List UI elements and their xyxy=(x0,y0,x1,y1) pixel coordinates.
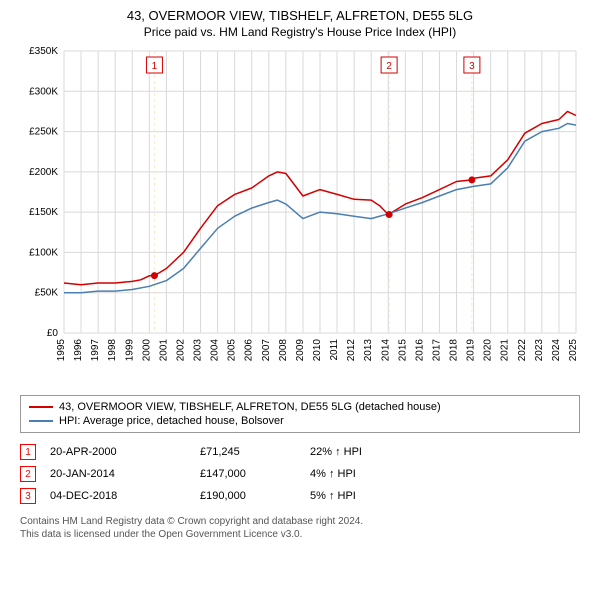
line-chart-svg: £0 £50K £100K £150K £200K £250K £300K £350K 1995… xyxy=(20,45,580,385)
svg-text:£100K: £100K xyxy=(29,247,58,258)
sale-badge: 3 xyxy=(20,488,36,504)
sales-table: 1 20-APR-2000£71,24522% ↑ HPI 2 20-JAN-2014… xyxy=(20,441,580,507)
svg-text:2025: 2025 xyxy=(568,339,579,362)
svg-text:£350K: £350K xyxy=(29,46,58,57)
svg-text:2004: 2004 xyxy=(210,339,221,362)
title-block: 43, OVERMOOR VIEW, TIBSHELF, ALFRETON, D… xyxy=(10,8,590,39)
chart-container: 43, OVERMOOR VIEW, TIBSHELF, ALFRETON, D… xyxy=(0,0,600,549)
svg-text:2011: 2011 xyxy=(329,339,340,361)
footer-line-2: This data is licensed under the Open Gov… xyxy=(20,528,580,541)
sale-badge: 1 xyxy=(20,444,36,460)
legend-item: 43, OVERMOOR VIEW, TIBSHELF, ALFRETON, D… xyxy=(29,400,571,414)
legend-label: 43, OVERMOOR VIEW, TIBSHELF, ALFRETON, D… xyxy=(59,401,441,413)
chart-title: 43, OVERMOOR VIEW, TIBSHELF, ALFRETON, D… xyxy=(10,8,590,23)
svg-text:2019: 2019 xyxy=(466,339,477,362)
svg-text:2003: 2003 xyxy=(193,339,204,362)
svg-text:2002: 2002 xyxy=(175,339,186,362)
svg-text:£0: £0 xyxy=(47,328,59,339)
svg-text:1: 1 xyxy=(152,61,158,72)
svg-text:2022: 2022 xyxy=(517,339,528,362)
svg-text:2015: 2015 xyxy=(397,339,408,362)
sale-pct: 5% ↑ HPI xyxy=(310,490,410,502)
sale-price: £190,000 xyxy=(200,490,310,502)
sale-row: 2 20-JAN-2014£147,0004% ↑ HPI xyxy=(20,463,580,485)
svg-text:1999: 1999 xyxy=(124,339,135,362)
legend-swatch xyxy=(29,406,53,408)
svg-text:2001: 2001 xyxy=(158,339,169,362)
svg-text:2020: 2020 xyxy=(483,339,494,362)
svg-text:1998: 1998 xyxy=(107,339,118,362)
sale-date: 04-DEC-2018 xyxy=(50,490,200,502)
svg-text:1996: 1996 xyxy=(73,339,84,362)
svg-text:2008: 2008 xyxy=(278,339,289,362)
svg-text:£50K: £50K xyxy=(35,288,59,299)
svg-text:2014: 2014 xyxy=(380,339,391,362)
footer: Contains HM Land Registry data © Crown c… xyxy=(20,515,580,541)
legend-item: HPI: Average price, detached house, Bols… xyxy=(29,414,571,428)
chart-subtitle: Price paid vs. HM Land Registry's House … xyxy=(10,25,590,39)
svg-text:1997: 1997 xyxy=(90,339,101,362)
sale-price: £71,245 xyxy=(200,446,310,458)
svg-text:£200K: £200K xyxy=(29,167,58,178)
sale-pct: 4% ↑ HPI xyxy=(310,468,410,480)
sale-row: 1 20-APR-2000£71,24522% ↑ HPI xyxy=(20,441,580,463)
footer-line-1: Contains HM Land Registry data © Crown c… xyxy=(20,515,580,528)
svg-text:1995: 1995 xyxy=(56,339,67,362)
svg-text:2005: 2005 xyxy=(227,339,238,362)
sale-date: 20-APR-2000 xyxy=(50,446,200,458)
svg-text:2000: 2000 xyxy=(141,339,152,362)
legend: 43, OVERMOOR VIEW, TIBSHELF, ALFRETON, D… xyxy=(20,395,580,433)
svg-text:2006: 2006 xyxy=(244,339,255,362)
svg-text:2007: 2007 xyxy=(261,339,272,362)
svg-text:2012: 2012 xyxy=(346,339,357,362)
svg-text:2024: 2024 xyxy=(551,339,562,362)
svg-text:2016: 2016 xyxy=(414,339,425,362)
svg-text:£300K: £300K xyxy=(29,86,58,97)
chart-area: £0 £50K £100K £150K £200K £250K £300K £350K 1995… xyxy=(20,45,580,385)
legend-swatch xyxy=(29,420,53,422)
legend-label: HPI: Average price, detached house, Bols… xyxy=(59,415,284,427)
svg-text:£150K: £150K xyxy=(29,207,58,218)
svg-text:2009: 2009 xyxy=(295,339,306,362)
svg-text:2013: 2013 xyxy=(363,339,374,362)
svg-text:£250K: £250K xyxy=(29,127,58,138)
svg-text:2017: 2017 xyxy=(431,339,442,362)
svg-text:2010: 2010 xyxy=(312,339,323,362)
sale-row: 3 04-DEC-2018£190,0005% ↑ HPI xyxy=(20,485,580,507)
svg-text:2021: 2021 xyxy=(500,339,511,362)
sale-badge: 2 xyxy=(20,466,36,482)
svg-text:3: 3 xyxy=(469,61,475,72)
svg-text:2023: 2023 xyxy=(534,339,545,362)
sale-price: £147,000 xyxy=(200,468,310,480)
sale-date: 20-JAN-2014 xyxy=(50,468,200,480)
svg-text:2: 2 xyxy=(386,61,392,72)
svg-text:2018: 2018 xyxy=(449,339,460,362)
sale-pct: 22% ↑ HPI xyxy=(310,446,410,458)
